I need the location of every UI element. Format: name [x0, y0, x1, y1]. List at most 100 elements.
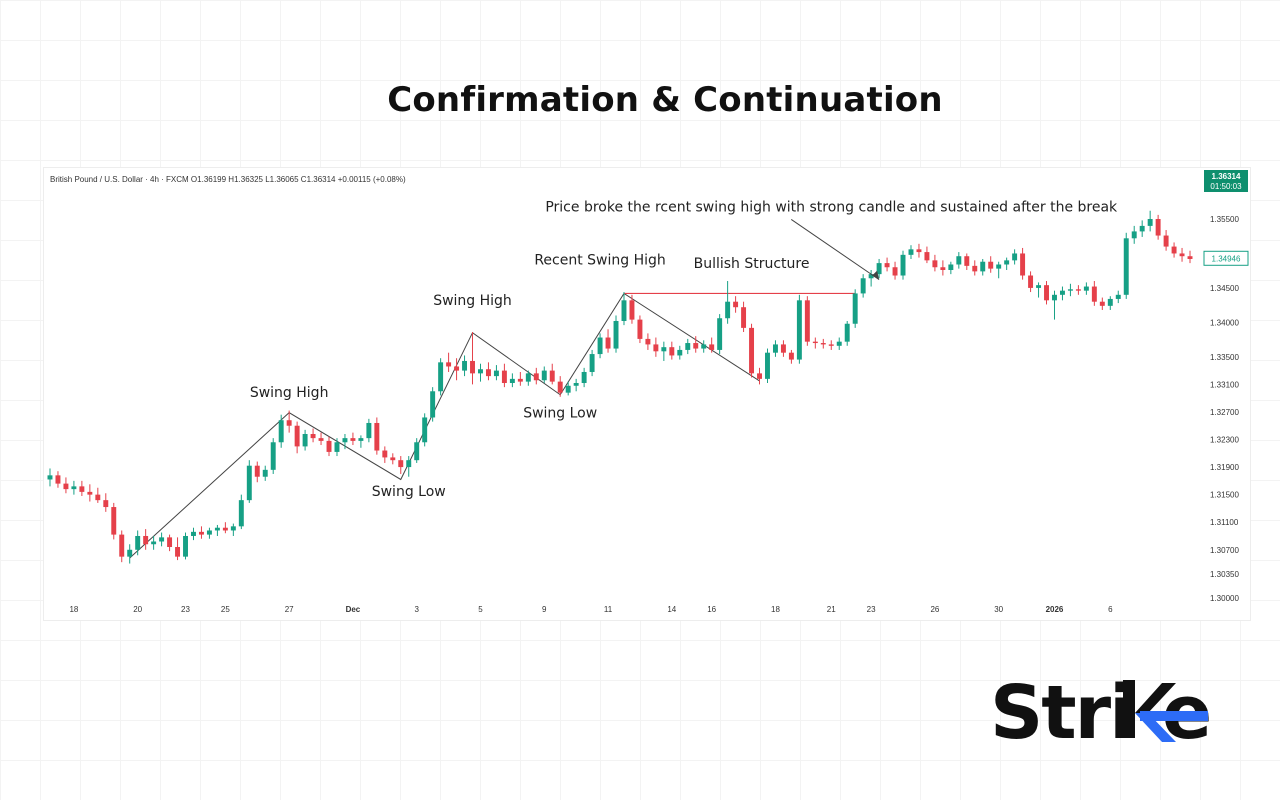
time-tick-label: 9: [542, 605, 547, 614]
candle-body: [501, 370, 507, 384]
candle-body: [701, 344, 707, 349]
candle: [836, 337, 842, 350]
candle: [238, 494, 244, 530]
candle-body: [541, 370, 547, 381]
candle-body: [1123, 238, 1129, 295]
candle-body: [87, 491, 93, 495]
candle: [222, 522, 228, 534]
price-tick-label: 1.30000: [1210, 594, 1239, 603]
candle-body: [167, 537, 173, 548]
candle: [79, 480, 85, 497]
candle: [996, 261, 1002, 279]
candle: [517, 371, 523, 386]
candle-body: [1083, 286, 1089, 291]
candle: [342, 434, 348, 450]
candle: [940, 260, 946, 276]
time-tick-label: 25: [221, 605, 230, 614]
candle-body: [980, 261, 986, 272]
candle-body: [47, 475, 53, 480]
swing-zigzag-line: [129, 292, 760, 559]
candle: [964, 253, 970, 270]
candle-body: [749, 327, 755, 374]
candle: [924, 246, 930, 264]
annotation-label: Bullish Structure: [694, 256, 810, 272]
candle-body: [804, 300, 810, 342]
time-tick-label: 5: [478, 605, 483, 614]
candle: [1107, 296, 1113, 310]
secondary-price-badge: [1203, 250, 1249, 266]
candle: [908, 245, 914, 259]
candle: [485, 362, 491, 381]
swing-structure-lines: [129, 292, 856, 559]
time-axis[interactable]: 18 20 23 25 27 Dec 3 5 9 11 14 16 18 21 23 26 30 2026 6: [69, 605, 1113, 614]
candle: [1155, 214, 1161, 240]
candle-body: [350, 438, 356, 441]
candle: [860, 274, 866, 298]
candle: [653, 337, 659, 357]
time-tick-label: 20: [133, 605, 142, 614]
candle: [525, 370, 531, 386]
candle-body: [55, 475, 61, 484]
candlestick-chart[interactable]: British Pound / U.S. Dollar · 4h · FXCM …: [44, 168, 1250, 620]
candle-body: [1163, 235, 1169, 247]
candle: [1004, 257, 1010, 270]
time-tick-label: Dec: [346, 605, 361, 614]
candle-body: [525, 373, 531, 382]
candle-body: [828, 344, 834, 346]
candle: [334, 438, 340, 457]
candle-body: [996, 264, 1002, 269]
candle-body: [685, 343, 691, 350]
countdown-text: 01:50:03: [1210, 182, 1242, 191]
price-axis[interactable]: 1.35500 1.34500 1.34000 1.33500 1.33100 1.327…: [1210, 215, 1239, 603]
candle: [55, 471, 61, 488]
candle: [812, 337, 818, 349]
candle: [533, 367, 539, 385]
candle-body: [820, 343, 826, 345]
candle: [765, 348, 770, 384]
candle-body: [772, 344, 778, 353]
candle: [669, 341, 675, 360]
candle: [900, 250, 906, 280]
candle-body: [1012, 253, 1018, 261]
candle: [1075, 285, 1081, 295]
candle-body: [382, 450, 388, 458]
candle: [47, 468, 53, 487]
candlestick-chart-panel[interactable]: British Pound / U.S. Dollar · 4h · FXCM …: [44, 168, 1250, 620]
breakout-arrow-head: [872, 270, 880, 280]
candle-body: [629, 300, 635, 320]
strike-logo: Stri e: [990, 670, 1212, 756]
candle-body: [812, 341, 818, 344]
candle-body: [956, 256, 962, 265]
candle: [1083, 282, 1089, 295]
candle-body: [637, 319, 643, 339]
time-tick-label: 16: [707, 605, 716, 614]
candle: [741, 301, 747, 333]
candle: [1187, 250, 1193, 264]
candle: [294, 421, 300, 454]
candle-body: [326, 440, 332, 452]
candle-body: [948, 264, 954, 270]
candle: [143, 529, 149, 550]
candle-body: [238, 500, 244, 527]
time-tick-label: 6: [1108, 605, 1113, 614]
candle-body: [876, 263, 882, 275]
candle-body: [286, 420, 292, 426]
candle-body: [1091, 286, 1097, 302]
price-tick-label: 1.32700: [1210, 408, 1239, 417]
candle: [1044, 281, 1049, 305]
candle: [198, 526, 204, 539]
candle: [390, 453, 396, 465]
candle-body: [796, 300, 802, 360]
candle-body: [1131, 231, 1137, 239]
candle: [175, 537, 181, 561]
candle-body: [573, 383, 579, 386]
candle-body: [597, 337, 603, 355]
candle-body: [645, 338, 651, 345]
candle-body: [757, 373, 762, 379]
candle: [366, 418, 372, 443]
annotation-label: Recent Swing High: [534, 252, 665, 268]
candle: [318, 432, 324, 446]
candle: [254, 461, 260, 483]
candle-body: [581, 371, 587, 384]
candle-body: [278, 420, 284, 443]
